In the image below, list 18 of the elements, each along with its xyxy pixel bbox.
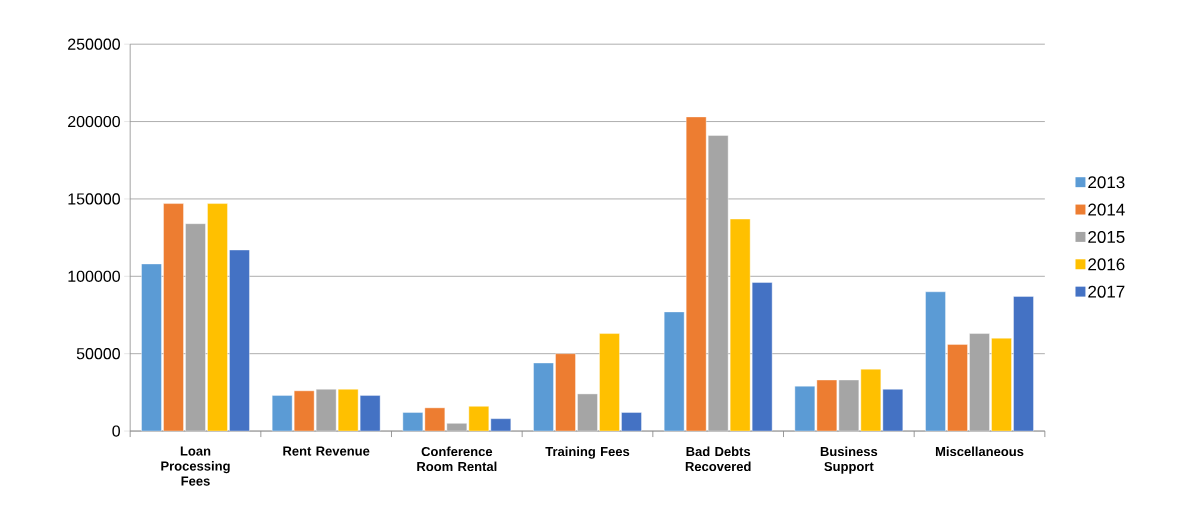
legend-label: 2013: [1088, 176, 1125, 189]
y-tick-label: 0: [112, 425, 120, 437]
x-tick-label: Loan Processing Fees: [161, 446, 230, 486]
x-tick-label: Bad Debts Recovered: [685, 446, 751, 472]
x-tick-label: Business Support: [820, 446, 878, 474]
x-tick-label: Miscellaneous: [935, 446, 1024, 457]
x-tick-label: Rent Revenue: [283, 446, 370, 456]
y-tick-label: 250000: [68, 38, 120, 50]
y-tick-label: 100000: [68, 270, 120, 282]
y-tick-label: 200000: [68, 115, 120, 128]
legend-label: 2015: [1088, 230, 1125, 243]
x-tick-label: Training Fees: [545, 446, 630, 459]
y-tick-label: 50000: [76, 347, 120, 360]
legend-label: 2017: [1088, 285, 1125, 298]
x-tick-label: Conference Room Rental: [417, 446, 497, 472]
legend-label: 2014: [1088, 203, 1125, 216]
legend-label: 2016: [1088, 258, 1125, 271]
y-tick-label: 150000: [68, 193, 120, 205]
